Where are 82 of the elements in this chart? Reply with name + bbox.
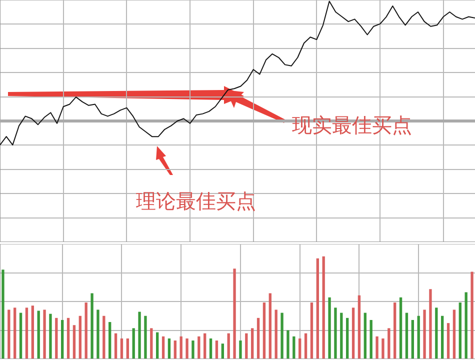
bar <box>286 330 290 358</box>
bar <box>132 328 135 358</box>
bar <box>417 316 420 358</box>
bar <box>37 310 40 358</box>
bar <box>186 338 188 358</box>
bar <box>268 293 272 358</box>
bar <box>429 289 432 358</box>
bar <box>66 318 70 358</box>
bar <box>446 323 450 358</box>
annotation: 现实最佳买点 <box>292 112 412 139</box>
bar <box>126 338 129 358</box>
bar <box>292 336 296 358</box>
bar <box>399 297 402 358</box>
bar <box>215 340 218 358</box>
bar <box>144 316 147 358</box>
bar <box>14 308 16 358</box>
bar <box>19 312 22 358</box>
bar <box>180 336 182 358</box>
bar <box>239 340 242 358</box>
bar <box>382 338 384 358</box>
bar <box>328 297 331 358</box>
bar <box>304 333 308 358</box>
bar <box>358 295 361 358</box>
bar <box>168 338 171 358</box>
bar <box>322 256 325 358</box>
bar <box>452 310 456 358</box>
bar <box>138 312 141 358</box>
bar <box>464 292 468 358</box>
bar <box>43 310 46 358</box>
bar <box>72 325 76 358</box>
bar <box>334 308 337 358</box>
bar <box>441 316 444 358</box>
bar <box>298 338 302 358</box>
bar <box>90 293 94 358</box>
bar <box>204 333 206 358</box>
bar <box>370 320 372 358</box>
bar <box>274 310 278 358</box>
bar <box>470 272 474 358</box>
bar <box>61 320 64 358</box>
bar <box>114 333 118 358</box>
bar <box>78 316 82 358</box>
bar <box>376 336 378 358</box>
bar <box>162 336 165 358</box>
bar <box>49 314 52 358</box>
bar <box>108 322 112 358</box>
text: 理论最佳买点 <box>136 188 256 215</box>
bar <box>156 332 159 358</box>
bar <box>256 318 260 358</box>
bar <box>316 258 319 358</box>
bar <box>233 268 236 358</box>
bar <box>2 270 4 358</box>
bar <box>411 320 414 358</box>
bar <box>423 310 426 358</box>
bar <box>221 344 224 358</box>
bar <box>102 316 106 358</box>
bar <box>280 312 284 358</box>
bar <box>405 312 408 358</box>
bar <box>245 333 248 358</box>
bar <box>352 308 355 358</box>
bar <box>31 306 34 358</box>
bar <box>346 318 349 358</box>
bar <box>25 308 28 358</box>
bar <box>55 318 58 358</box>
bar <box>394 302 396 358</box>
bar <box>310 302 314 358</box>
bar <box>435 308 438 358</box>
bar <box>192 340 194 358</box>
bar <box>84 302 88 358</box>
bar <box>8 310 10 358</box>
bar <box>209 338 212 358</box>
bar <box>340 312 343 358</box>
bar <box>198 336 200 358</box>
bar <box>458 302 462 358</box>
bar <box>174 340 176 358</box>
bar <box>120 338 124 358</box>
bar <box>251 328 254 358</box>
bar <box>150 328 153 358</box>
bar <box>364 312 366 358</box>
bar <box>262 302 266 358</box>
bar <box>227 333 230 358</box>
bar <box>96 310 100 358</box>
bar <box>388 328 390 358</box>
